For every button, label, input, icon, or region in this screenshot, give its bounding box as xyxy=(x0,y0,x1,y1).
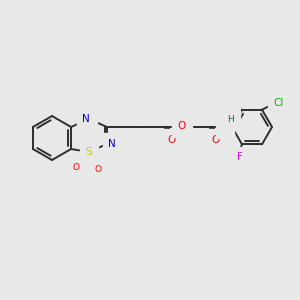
Text: O: O xyxy=(167,135,175,145)
Text: O: O xyxy=(94,166,101,175)
Text: O: O xyxy=(212,135,220,145)
Text: N: N xyxy=(82,114,90,124)
Text: O: O xyxy=(73,163,80,172)
Text: H: H xyxy=(85,109,92,118)
Text: F: F xyxy=(237,152,243,162)
Text: N: N xyxy=(108,139,116,149)
Text: S: S xyxy=(86,147,92,157)
Text: Cl: Cl xyxy=(274,98,284,108)
Text: O: O xyxy=(178,121,186,131)
Text: H: H xyxy=(228,116,234,124)
Text: N: N xyxy=(221,122,229,132)
